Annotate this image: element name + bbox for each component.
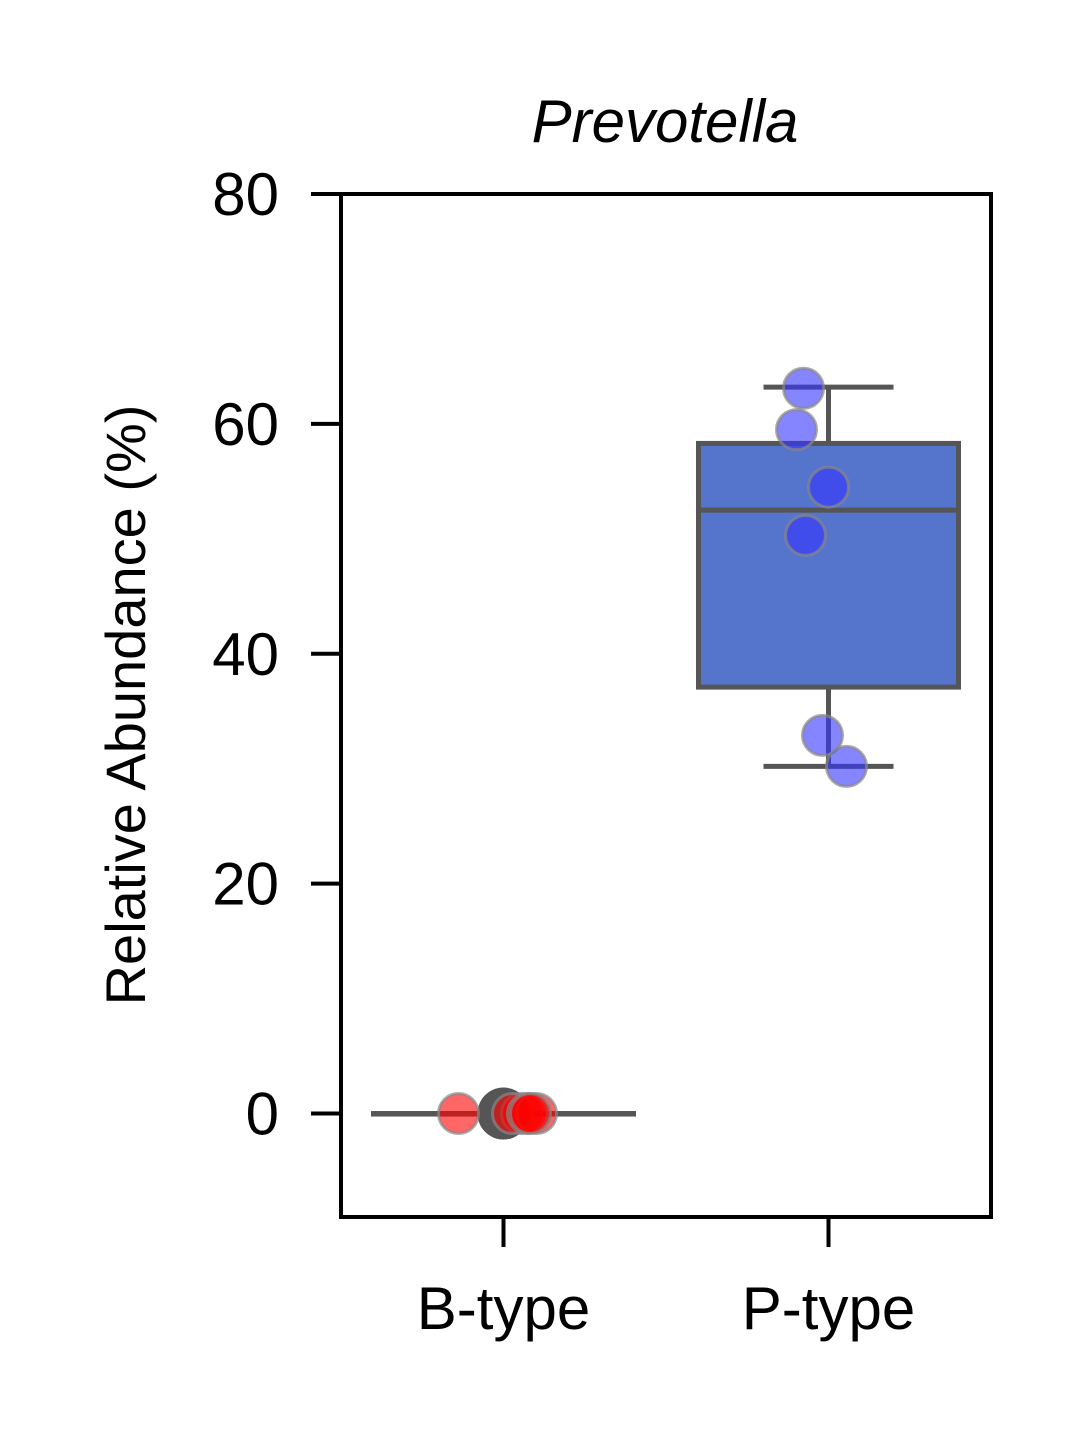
y-tick-label: 60 — [212, 391, 279, 458]
point-series — [437, 366, 868, 1140]
data-point — [782, 366, 825, 410]
data-point — [437, 1092, 480, 1136]
data-point — [784, 513, 827, 557]
data-point — [825, 744, 868, 788]
y-tick-label: 40 — [212, 621, 279, 688]
x-axis-ticks: B-type P-type — [417, 1217, 915, 1342]
box-series — [371, 384, 961, 1117]
y-axis-label: Relative Abundance (%) — [94, 405, 157, 1006]
data-point — [801, 713, 844, 757]
data-point — [775, 408, 818, 452]
x-tick-label: P-type — [742, 1275, 915, 1342]
x-tick-label: B-type — [417, 1275, 590, 1342]
y-axis-ticks: 0 20 40 60 80 — [212, 161, 341, 1148]
y-tick-label: 80 — [212, 161, 279, 228]
chart-title: Prevotella — [532, 88, 799, 155]
y-tick-label: 20 — [212, 851, 279, 918]
y-tick-label: 0 — [246, 1081, 279, 1148]
plot-frame — [339, 192, 993, 1219]
data-point — [807, 465, 850, 509]
data-point — [509, 1092, 552, 1136]
